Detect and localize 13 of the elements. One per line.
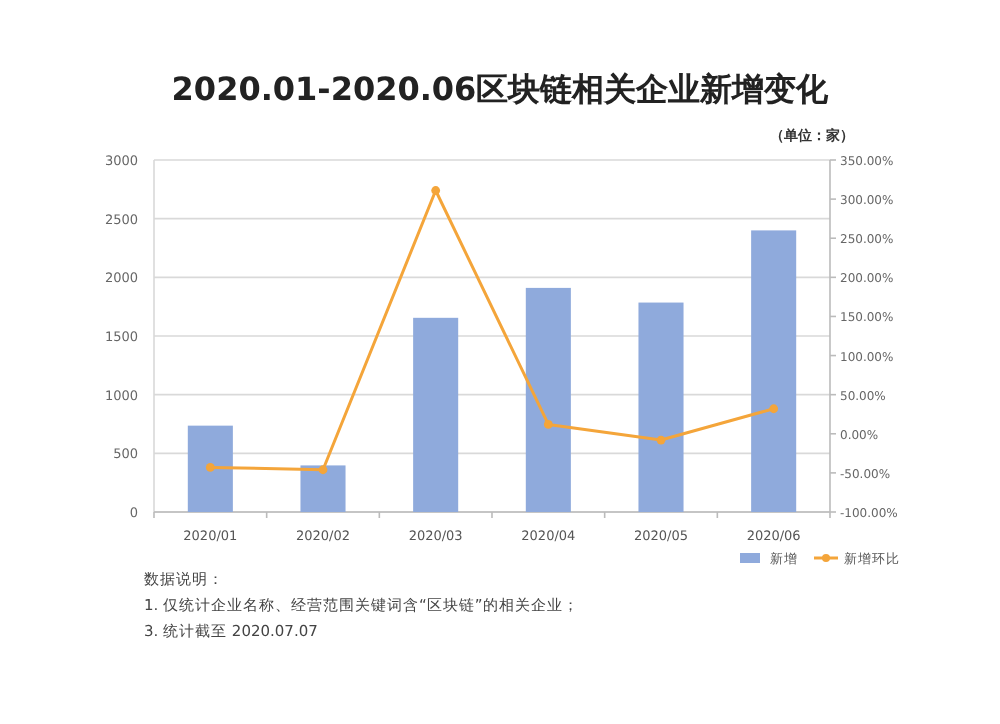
point: [205, 463, 215, 472]
point: [656, 435, 666, 445]
bar: [300, 465, 346, 512]
chart-title: 2020.01-2020.06区块链相关企业新增变化: [171, 70, 831, 108]
bar: [525, 287, 571, 512]
bar: [638, 302, 684, 512]
point: [318, 465, 328, 475]
point: [431, 186, 441, 195]
point: [769, 404, 779, 414]
point: [543, 419, 553, 429]
bar: [413, 317, 459, 512]
bar: [751, 230, 797, 512]
bar: [187, 425, 233, 512]
